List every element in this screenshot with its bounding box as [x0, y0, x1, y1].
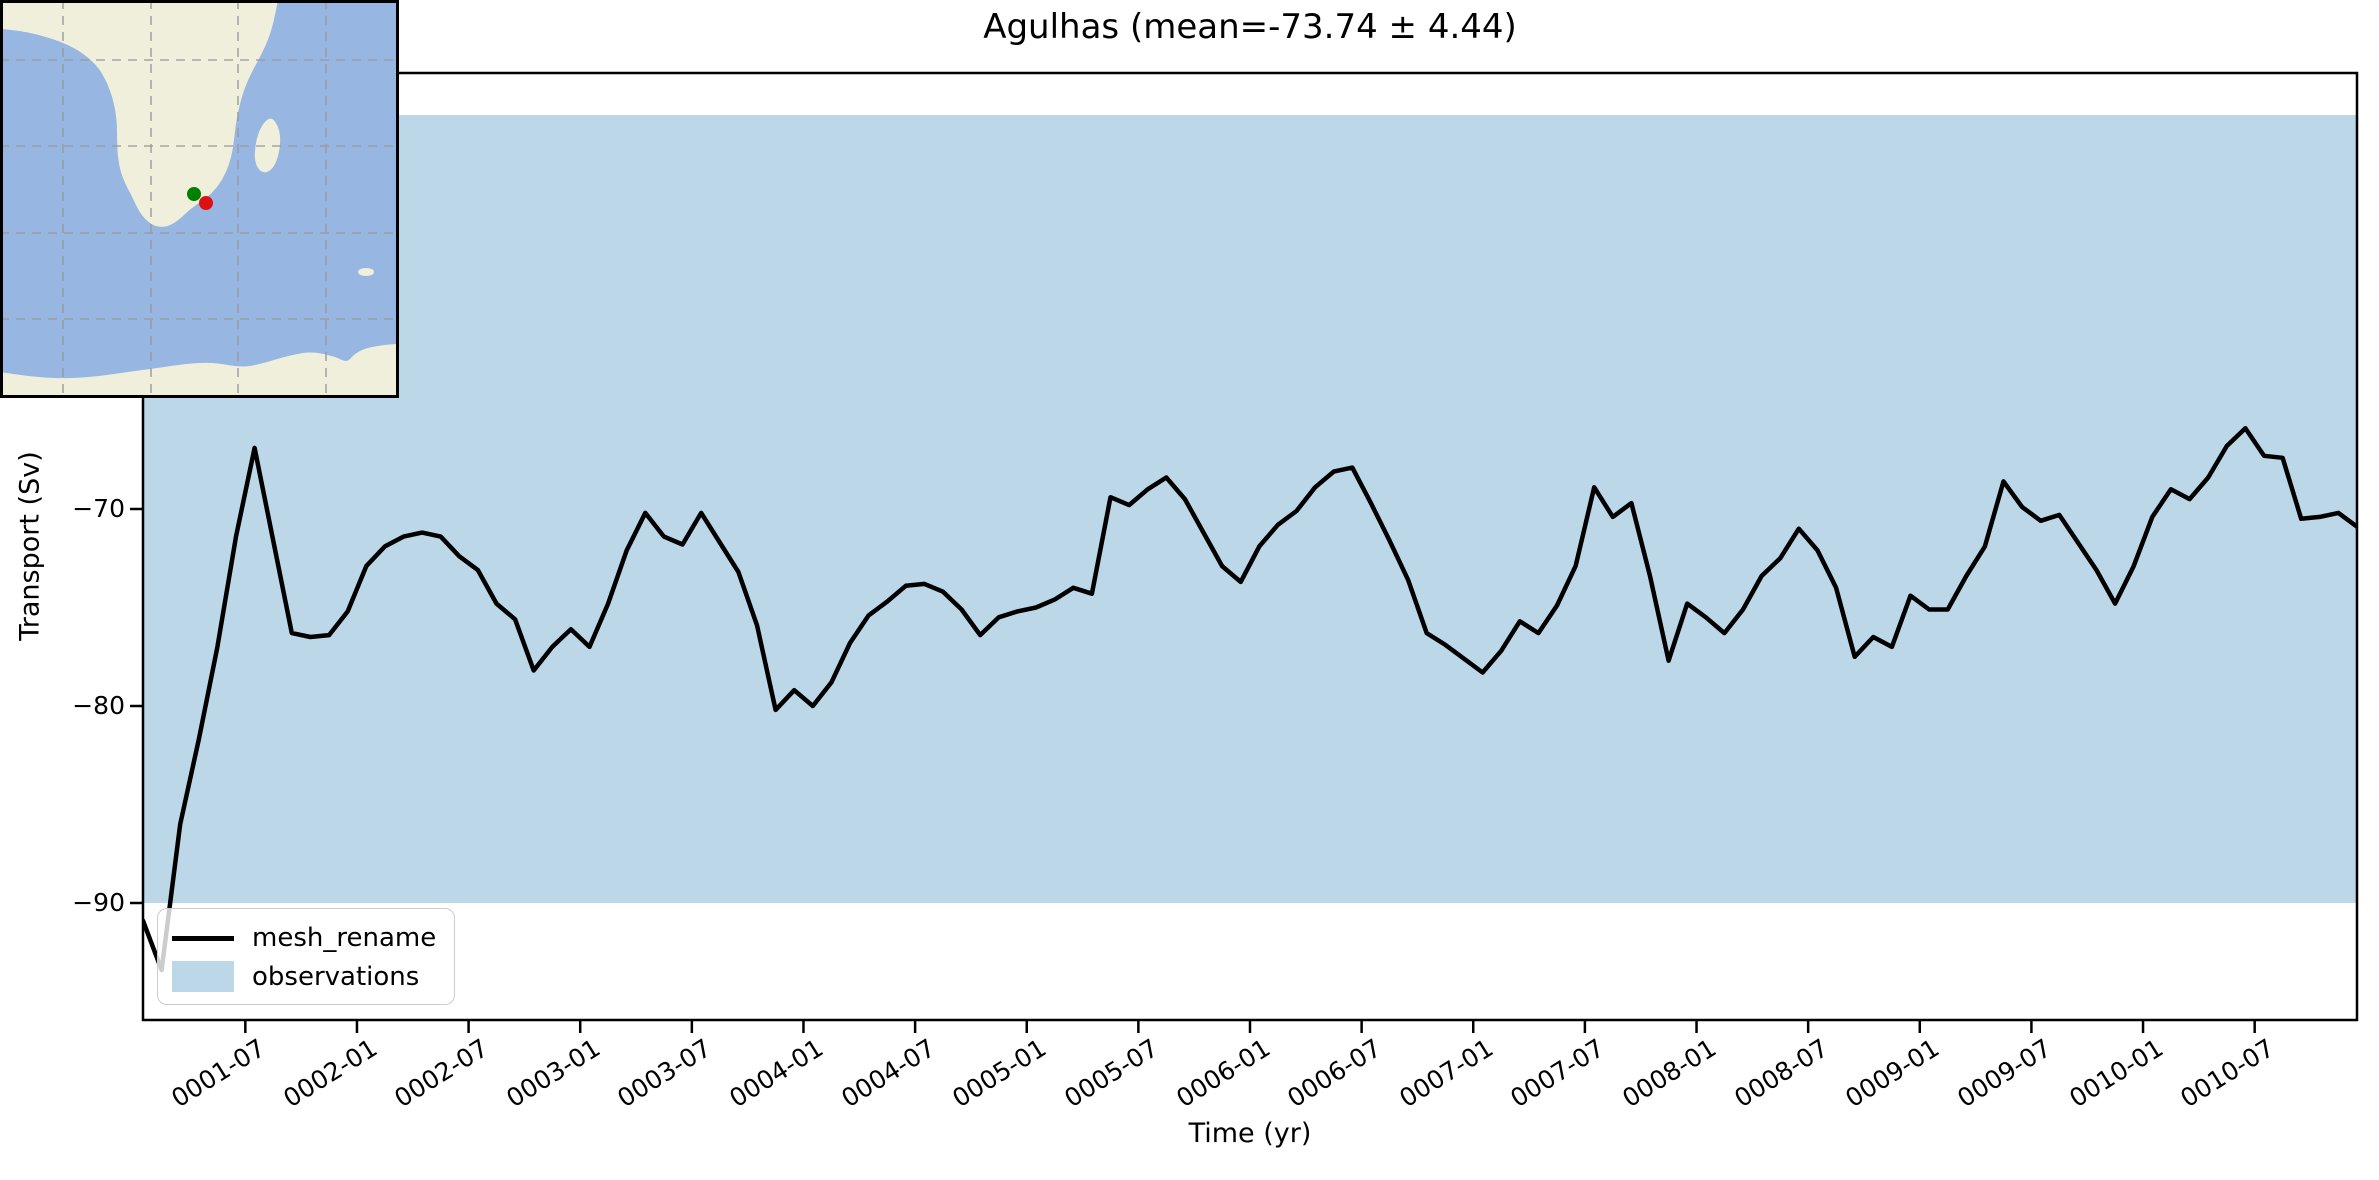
map-antarctica-coast	[0, 344, 399, 398]
plot-title: Agulhas (mean=-73.74 ± 4.44)	[983, 7, 1517, 47]
red-station-marker	[199, 196, 213, 210]
axes-spines	[141, 71, 2359, 1022]
legend-line-swatch	[172, 935, 234, 941]
x-axis-label: Time (yr)	[1188, 1118, 1312, 1149]
inset-locator-map	[0, 0, 399, 398]
y-tick-label: −90	[72, 888, 125, 917]
map-gridlines	[0, 0, 399, 398]
map-border	[0, 0, 399, 398]
legend-label-observations: observations	[252, 961, 420, 992]
green-station-marker	[187, 187, 201, 201]
mesh-rename-line	[143, 425, 2357, 973]
y-tick-label: −80	[72, 691, 125, 720]
map-madagascar-island	[254, 118, 281, 173]
legend-row-observations: observations	[172, 958, 440, 997]
map-africa-landmass	[0, 0, 278, 227]
observations-band	[143, 115, 2357, 903]
legend: mesh_rename observations	[157, 908, 455, 1005]
legend-patch-swatch	[172, 961, 234, 993]
y-axis-label: Transport (Sv)	[14, 451, 46, 641]
legend-label-mesh-rename: mesh_rename	[252, 923, 437, 954]
legend-row-mesh-rename: mesh_rename	[172, 919, 440, 958]
y-tick-label: −70	[72, 494, 125, 523]
map-small-island	[358, 268, 374, 276]
